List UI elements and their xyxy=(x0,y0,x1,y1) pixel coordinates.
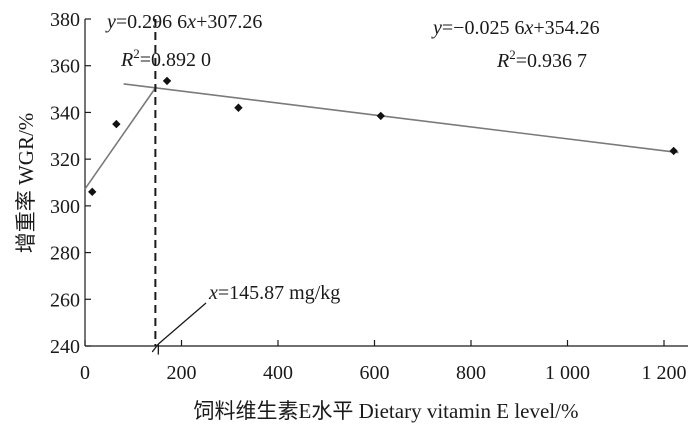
equation-1: y=0.296 6x+307.26 xyxy=(105,11,262,33)
y-tick-label: 280 xyxy=(50,243,80,265)
data-point xyxy=(162,76,172,86)
r-squared-1: R2=0.892 0 xyxy=(120,46,211,71)
y-tick-label: 260 xyxy=(50,289,80,311)
x-tick-label: 600 xyxy=(360,362,390,384)
y-tick-label: 300 xyxy=(50,196,80,218)
data-point xyxy=(112,119,121,129)
x-tick-label: 400 xyxy=(263,362,293,384)
breakpoint-marker xyxy=(155,19,207,346)
y-axis-title: 增重率 WGR/% xyxy=(14,113,38,254)
breakpoint-label: x=145.87 mg/kg xyxy=(208,282,340,304)
fit-line-1 xyxy=(84,86,158,190)
y-tick-label: 360 xyxy=(50,56,80,78)
data-point xyxy=(376,111,385,121)
x-tick-label: 1 000 xyxy=(545,362,590,384)
y-tick-label: 340 xyxy=(50,102,80,124)
x-tick-label: 800 xyxy=(456,362,486,384)
fit-line-2 xyxy=(123,83,679,154)
r-squared-2: R2=0.936 7 xyxy=(496,47,587,72)
data-point xyxy=(88,187,97,197)
equation-2: y=−0.025 6x+354.26 xyxy=(431,17,600,39)
plot-frame xyxy=(84,19,688,347)
x-tick-label: 1 200 xyxy=(642,362,687,384)
y-tick-label: 320 xyxy=(50,149,80,171)
data-points xyxy=(88,76,678,197)
data-point xyxy=(669,146,678,156)
x-ticks: 0 200 400 600 800 1 000 1 200 xyxy=(80,340,687,384)
data-point xyxy=(234,103,243,112)
x-axis-title: 饲料维生素E水平 Dietary vitamin E level/% xyxy=(194,399,579,423)
x-tick-label: 200 xyxy=(167,362,197,384)
x-tick-label: 0 xyxy=(80,362,90,384)
breakpoint-arrow xyxy=(158,302,207,344)
y-tick-label: 380 xyxy=(50,9,80,31)
y-ticks: 240 260 280 300 320 340 360 380 xyxy=(50,9,91,358)
y-tick-label: 240 xyxy=(50,336,80,358)
fit-lines xyxy=(84,83,679,190)
